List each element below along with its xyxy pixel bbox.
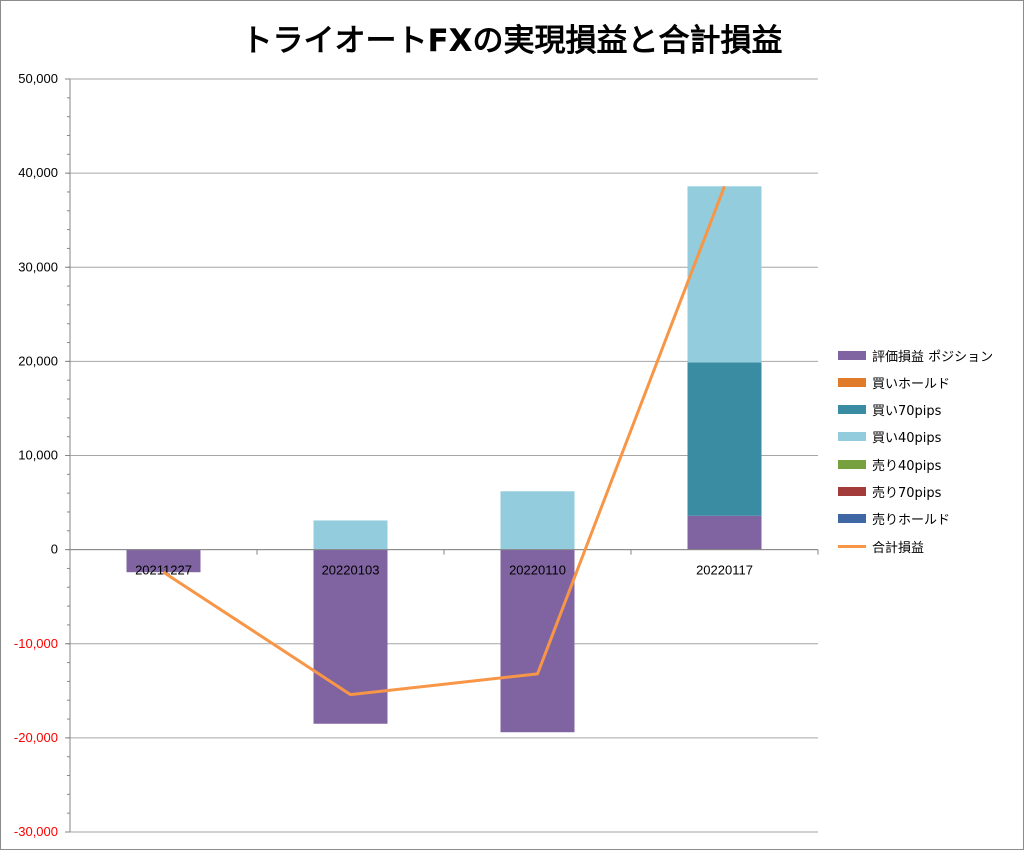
legend-swatch — [838, 350, 866, 360]
legend-item: 売り70pips — [838, 483, 941, 501]
bar-segment — [687, 362, 762, 516]
y-tick-label: 30,000 — [18, 259, 58, 274]
chart-title: トライオートFXの実現損益と合計損益 — [241, 23, 783, 59]
y-tick-label: 10,000 — [18, 448, 58, 463]
x-category-label: 20220117 — [696, 563, 753, 578]
y-tick-label: 40,000 — [18, 165, 58, 180]
legend-swatch — [838, 432, 866, 442]
y-tick-label: 0 — [51, 542, 58, 557]
legend-label: 合計損益 — [872, 540, 925, 556]
category-labels: 20211227 20220103 20220110 20220117 — [69, 549, 819, 578]
bar-segment — [687, 515, 762, 550]
legend-item: 買い40pips — [838, 428, 941, 446]
legend-swatch — [838, 377, 866, 387]
x-category-label: 20211227 — [135, 563, 192, 578]
x-category-label: 20220103 — [322, 563, 380, 578]
legend-label: 売り40pips — [872, 458, 942, 474]
total-line — [162, 185, 726, 697]
legend-label: 買いホールド — [872, 376, 951, 392]
legend-label: 買い70pips — [872, 404, 942, 420]
y-tick-label: -30,000 — [14, 824, 58, 839]
bar-segment — [687, 186, 762, 363]
y-tick-label: -10,000 — [14, 636, 58, 651]
legend-item: 買い70pips — [838, 401, 941, 419]
bar-segment — [500, 549, 575, 733]
legend-swatch — [838, 405, 866, 415]
legend-swatch — [838, 514, 866, 524]
legend-label: 買い40pips — [872, 431, 942, 447]
y-tick-label: -20,000 — [14, 730, 58, 745]
bar-segment — [313, 520, 388, 550]
legend-item: 買いホールド — [838, 373, 951, 392]
bar-segment — [500, 491, 575, 550]
y-tick-label: 20,000 — [18, 353, 58, 368]
bar-segment — [126, 549, 201, 573]
legend-label: 評価損益 ポジション — [872, 349, 994, 365]
legend-swatch — [838, 459, 866, 469]
legend-item: 評価損益 ポジション — [838, 346, 994, 365]
legend-swatch — [838, 544, 866, 548]
legend-label: 売りホールド — [872, 513, 951, 529]
bars — [126, 186, 762, 733]
legend-label: 売り70pips — [872, 486, 942, 501]
legend-item: 売りホールド — [838, 510, 950, 528]
legend-swatch — [838, 487, 866, 496]
legend-item: 合計損益 — [838, 537, 925, 556]
total-pnl-line — [162, 185, 726, 697]
y-tick-label: 50,000 — [18, 71, 58, 86]
legend-item: 売り40pips — [838, 455, 942, 474]
x-category-label: 20220110 — [509, 563, 566, 578]
y-axis: -30,000 -20,000 -10,000 0 10,000 20,000 30,000… — [14, 71, 71, 839]
